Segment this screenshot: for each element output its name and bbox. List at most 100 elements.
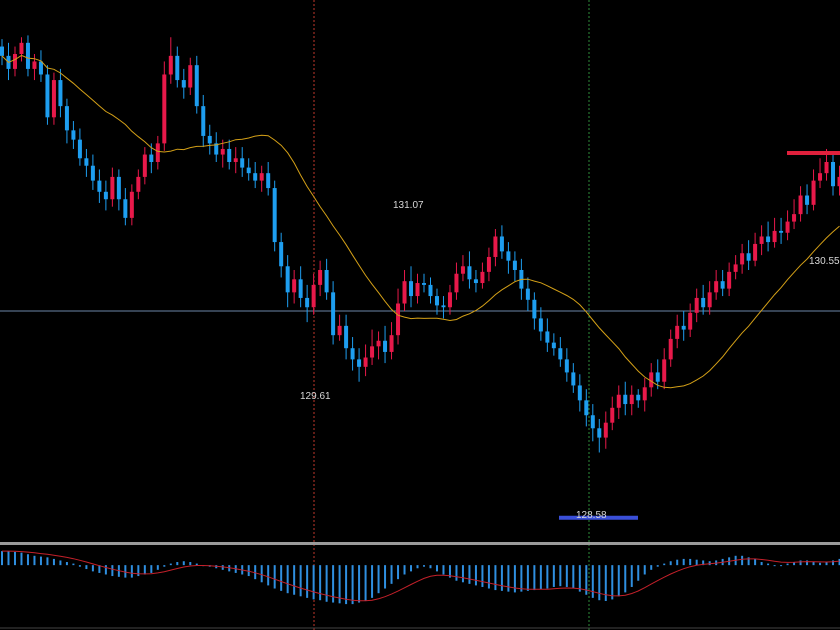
candle-body [746, 253, 751, 261]
macd-histogram-bar [689, 558, 692, 566]
macd-histogram-bar [786, 563, 789, 566]
macd-histogram-bar [442, 565, 445, 575]
candle-body [129, 191, 134, 218]
candle-body [344, 325, 349, 349]
candle-body [383, 340, 388, 352]
candle-body [636, 394, 641, 401]
candle-body [428, 284, 433, 297]
macd-histogram-bar [221, 565, 224, 570]
candle-body [571, 372, 576, 386]
moving-average-line [1, 54, 840, 389]
macd-histogram-bar [663, 563, 666, 566]
macd-histogram-bar [397, 565, 400, 580]
macd-histogram-bar [299, 565, 302, 597]
candle-body [45, 74, 50, 118]
macd-histogram-bar [429, 565, 432, 569]
candle-body [103, 191, 108, 200]
macd-histogram-bar [806, 560, 809, 566]
candle-body [824, 162, 829, 174]
candle-body [272, 188, 277, 243]
candle-body [25, 42, 30, 69]
candle-body [240, 158, 245, 168]
candle-body [181, 80, 186, 88]
candle-body [376, 340, 381, 347]
candle-body [506, 251, 511, 261]
candle-body [298, 279, 303, 298]
macd-histogram-bar [104, 565, 107, 575]
macd-histogram-bar [793, 562, 796, 566]
candle-body [123, 199, 128, 218]
candle-body [311, 284, 316, 308]
macd-histogram-bar [513, 565, 516, 593]
macd-histogram-bar [91, 565, 94, 572]
macd-histogram-bar [312, 565, 315, 600]
candle-body [454, 273, 459, 293]
macd-histogram-bar [656, 565, 659, 567]
macd-histogram-bar [682, 558, 685, 566]
candle-body [538, 318, 543, 332]
candle-body [155, 143, 160, 162]
macd-histogram-bar [293, 565, 296, 595]
macd-histogram-bar [487, 565, 490, 589]
candle-body [837, 176, 840, 187]
macd-histogram-bar [371, 565, 374, 598]
macd-histogram-bar [520, 565, 523, 592]
macd-histogram-bar [760, 562, 763, 566]
macd-histogram-bar [169, 563, 172, 566]
macd-histogram-bar [604, 565, 607, 601]
macd-histogram-bar [7, 551, 10, 566]
macd-histogram-bar [254, 565, 257, 580]
candle-body [207, 135, 212, 144]
candle-body [759, 236, 764, 244]
macd-histogram-bar [494, 565, 497, 591]
candle-body [603, 422, 608, 438]
candle-body [480, 271, 485, 284]
macd-histogram-bar [351, 565, 354, 605]
macd-histogram-bar [98, 565, 101, 573]
macd-histogram-bar [812, 562, 815, 566]
candle-body [610, 407, 615, 423]
macd-histogram-bar [65, 562, 68, 566]
candle-body [175, 55, 180, 81]
macd-histogram-bar [708, 561, 711, 566]
candle-body [707, 292, 712, 308]
macd-histogram-bar [72, 563, 75, 566]
macd-histogram-bar [819, 562, 822, 566]
candle-body [19, 42, 24, 54]
macd-histogram-bar [267, 565, 270, 586]
candle-body [318, 270, 323, 285]
candle-body [71, 130, 76, 140]
candle-body [220, 148, 225, 155]
candle-body [564, 359, 569, 373]
candle-body [12, 54, 17, 69]
macd-signal-line [2, 550, 840, 602]
candle-body [292, 279, 297, 293]
macd-histogram-bar [695, 559, 698, 566]
candle-body [499, 236, 504, 252]
candle-body [525, 288, 530, 300]
macd-histogram-bar [137, 565, 140, 577]
candle-body [402, 281, 407, 304]
macd-histogram-bar [559, 565, 562, 587]
candle-body [194, 65, 199, 107]
candle-body [331, 292, 336, 336]
candle-body [642, 387, 647, 401]
candle-body [363, 357, 368, 367]
moving-average-series [1, 54, 840, 389]
candle-body [740, 253, 745, 265]
macd-histogram-bar [358, 565, 361, 603]
macd-histogram-bar [286, 565, 289, 594]
macd-histogram-bar [585, 565, 588, 595]
swing-high-label-130-55: 130.55 [809, 256, 840, 267]
candle-body [253, 173, 258, 181]
swing-low-label-128-58: 128.58 [576, 510, 607, 521]
macd-histogram-bar [799, 560, 802, 566]
candle-body [357, 359, 362, 367]
candle-body [32, 61, 37, 69]
macd-histogram-bar [539, 565, 542, 590]
candle-body [772, 230, 777, 243]
macd-histogram-bar [364, 565, 367, 601]
candle-body [779, 230, 784, 233]
candle-body [136, 176, 141, 192]
